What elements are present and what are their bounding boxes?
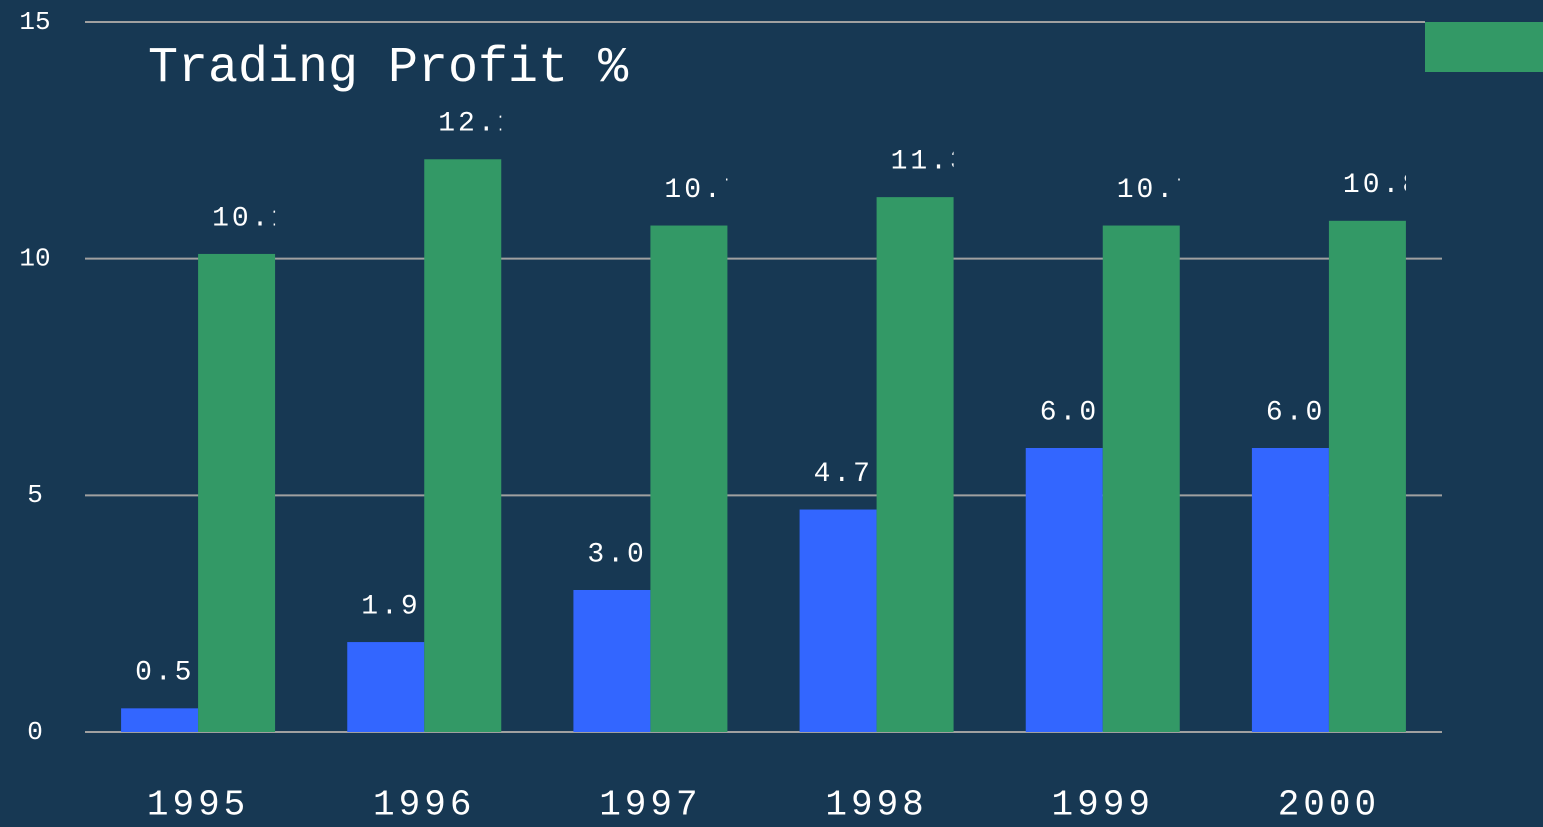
x-tick-label: 1996	[373, 785, 475, 826]
bar	[1251, 448, 1329, 732]
bar	[1102, 225, 1180, 733]
y-tick-label: 15	[19, 7, 50, 37]
bar	[650, 225, 728, 733]
bar	[424, 159, 502, 732]
value-label: 4.7	[814, 459, 873, 490]
bar	[121, 708, 199, 732]
bar	[347, 642, 425, 732]
bar	[876, 197, 954, 733]
y-tick-label: 0	[27, 717, 43, 747]
value-label: 11.3	[891, 147, 970, 178]
value-label: 12.1	[438, 109, 517, 140]
value-label: 10.7	[664, 175, 743, 206]
value-label: 1.9	[361, 591, 420, 622]
legend-swatch	[1425, 22, 1543, 72]
value-label: 6.0	[1266, 397, 1325, 428]
chart-title: Trading Profit %	[148, 40, 629, 97]
bar	[573, 590, 651, 732]
value-label: 10.8	[1343, 170, 1422, 201]
x-tick-label: 1997	[599, 785, 701, 826]
x-tick-label: 1995	[147, 785, 249, 826]
x-tick-label: 1998	[825, 785, 927, 826]
value-label: 0.5	[135, 658, 194, 689]
bar	[198, 253, 276, 732]
bar	[1025, 448, 1103, 732]
bar	[799, 509, 877, 732]
y-tick-label: 5	[27, 480, 43, 510]
y-tick-label: 10	[19, 244, 50, 274]
value-label: 3.0	[587, 539, 646, 570]
value-label: 10.7	[1117, 175, 1196, 206]
value-label: 6.0	[1040, 397, 1099, 428]
x-tick-label: 1999	[1052, 785, 1154, 826]
bar	[1328, 220, 1406, 733]
x-tick-label: 2000	[1278, 785, 1380, 826]
value-label: 10.1	[212, 203, 291, 234]
